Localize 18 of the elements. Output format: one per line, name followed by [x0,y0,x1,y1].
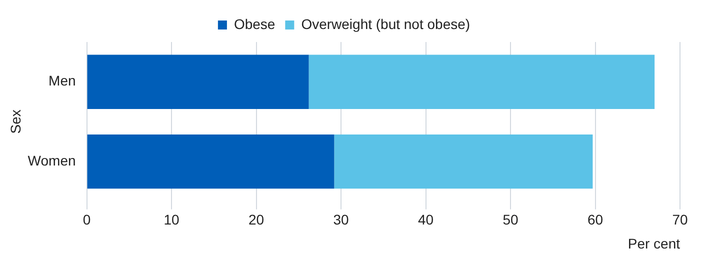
legend-label: Obese [234,16,276,32]
bar [334,134,593,189]
x-tick-label: 40 [418,212,434,228]
x-tick-label: 70 [672,212,688,228]
bar [308,54,655,109]
x-tick-label: 50 [502,212,519,228]
x-tick-label: 30 [333,212,350,228]
bar [87,54,309,109]
y-axis-title: Sex [7,110,24,134]
x-axis-title: Per cent [628,235,680,252]
x-tick-label: 60 [587,212,604,228]
x-tick-label: 10 [164,212,180,228]
y-tick-label: Women [28,152,76,168]
x-tick-label: 20 [248,212,264,228]
legend-label: Overweight (but not obese) [301,16,470,32]
bar [87,134,334,189]
x-tick-label: 0 [82,212,91,228]
y-tick-label: Men [48,72,76,89]
